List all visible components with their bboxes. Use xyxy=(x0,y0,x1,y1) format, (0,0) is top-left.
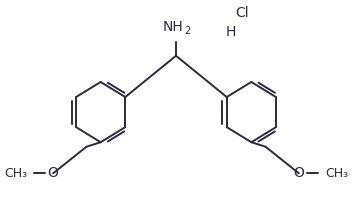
Text: O: O xyxy=(48,166,59,180)
Text: Cl: Cl xyxy=(235,6,249,20)
Text: 2: 2 xyxy=(184,26,190,36)
Text: NH: NH xyxy=(162,20,183,34)
Text: O: O xyxy=(293,166,304,180)
Text: CH₃: CH₃ xyxy=(4,167,27,180)
Text: CH₃: CH₃ xyxy=(325,167,348,180)
Text: H: H xyxy=(225,25,235,39)
